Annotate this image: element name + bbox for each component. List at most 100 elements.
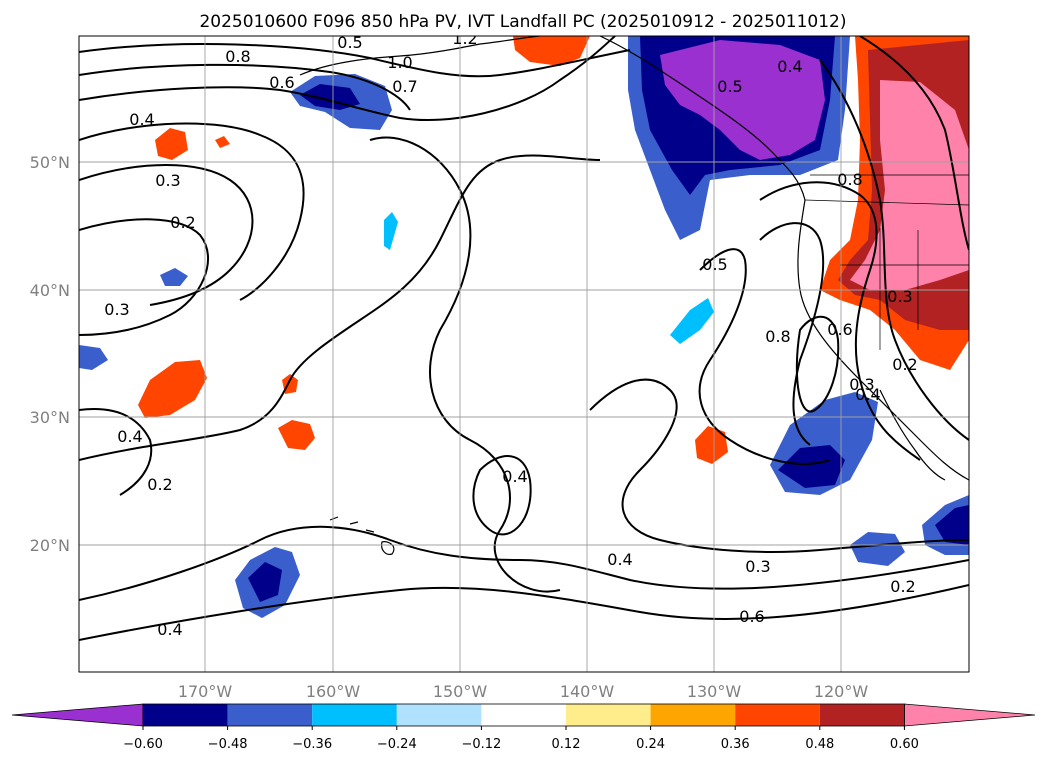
colorbar-tick-label: 0.36 xyxy=(721,737,750,752)
colorbar-tick-label: 0.48 xyxy=(805,737,834,752)
negative-field-subtropics-core xyxy=(248,562,282,602)
contour-label: 0.6 xyxy=(269,73,294,92)
colorbar-extend-min xyxy=(11,703,144,727)
contour-label: 0.4 xyxy=(157,620,182,639)
lon-tick-label: 160°W xyxy=(306,682,361,701)
positive-field-gulf xyxy=(513,36,590,66)
contour-line xyxy=(79,154,601,461)
colorbar-segment xyxy=(481,704,566,726)
map-border xyxy=(78,35,970,673)
negative-field-southeast-core xyxy=(935,505,969,545)
coastline-alaska xyxy=(299,36,541,76)
negative-field-baja-core xyxy=(778,445,845,488)
colorbar-segment xyxy=(819,704,905,726)
contour-line xyxy=(79,408,153,496)
contour-line xyxy=(859,36,969,251)
contour-line xyxy=(79,43,631,78)
contour-label: 1.2 xyxy=(452,29,477,48)
lat-tick-label: 40°N xyxy=(30,281,70,300)
contour-label: 0.4 xyxy=(502,467,527,486)
lat-tick-label: 30°N xyxy=(30,408,70,427)
negative-field-west-edge xyxy=(79,345,108,370)
lon-tick-label: 130°W xyxy=(687,682,742,701)
contour-line xyxy=(698,248,831,465)
contour-label: 0.6 xyxy=(827,320,852,339)
colorbar-segment xyxy=(143,704,228,726)
contour-label: 0.4 xyxy=(117,427,142,446)
hawaii-islands xyxy=(329,516,395,555)
contour-label: 0.5 xyxy=(717,77,742,96)
contour-label: 0.3 xyxy=(887,287,912,306)
contour-label: 0.8 xyxy=(765,327,790,346)
lon-tick-label: 170°W xyxy=(178,682,233,701)
contour-line xyxy=(795,315,840,413)
colorbar-tick-label: 0.24 xyxy=(636,737,665,752)
coastline-west-us xyxy=(797,199,969,481)
contour-labels: 0.80.6 0.70.40.5 1.21.00.30.20.30.40.20.40… xyxy=(104,29,917,639)
colorbar-tick-label: −0.48 xyxy=(208,737,248,752)
contour-line xyxy=(369,136,561,593)
contour-line xyxy=(472,455,532,536)
positive-field-south xyxy=(695,426,728,464)
contour-line xyxy=(759,222,825,446)
negative-field-south-small xyxy=(850,532,905,566)
negative-field-small-a xyxy=(160,268,188,286)
contour-line xyxy=(79,164,254,306)
colorbar-tick-label: −0.12 xyxy=(461,737,501,752)
contour-label: 0.2 xyxy=(890,577,915,596)
positive-field-aleutian xyxy=(155,128,188,160)
colorbar-extend-max xyxy=(904,703,1036,727)
contour-label: 0.5 xyxy=(337,33,362,52)
negative-field-alaska-core xyxy=(300,84,360,110)
colorbar-segment xyxy=(396,704,482,726)
colorbar-tick-label: −0.24 xyxy=(377,737,417,752)
contour-line xyxy=(819,59,969,441)
colorbar-border xyxy=(142,703,905,727)
contour-line xyxy=(79,63,411,111)
lon-tick-label: 120°W xyxy=(814,682,869,701)
colorbar-tick-label: −0.36 xyxy=(292,737,332,752)
contour-label: 0.4 xyxy=(855,385,880,404)
contour-label: 0.8 xyxy=(837,170,862,189)
contour-line xyxy=(79,122,305,301)
colorbar-segment xyxy=(566,704,651,726)
contour-label: 0.3 xyxy=(104,300,129,319)
contour-line xyxy=(79,218,210,336)
colorbar-segment xyxy=(312,704,397,726)
contour-label: 0.2 xyxy=(170,213,195,232)
positive-field-central-pacific xyxy=(138,360,207,418)
coastline-bc xyxy=(599,36,806,201)
contour-label: 1.0 xyxy=(387,53,412,72)
contour-line xyxy=(759,181,921,461)
contour-line xyxy=(79,584,969,641)
negative-field-bc-core xyxy=(660,40,825,160)
negative-field-tiny xyxy=(384,212,398,250)
contour-label: 0.3 xyxy=(849,375,874,394)
colorbar-segment xyxy=(735,704,820,726)
lat-tick-label: 20°N xyxy=(30,536,70,555)
longitude-tick-labels: 170°W 160°W 150°W 140°W 130°W 120°W xyxy=(178,682,869,701)
contour-label: 0.2 xyxy=(147,475,172,494)
contour-line xyxy=(79,525,969,601)
map-frame: 0.80.6 0.70.40.5 1.21.00.30.20.30.40.20.40… xyxy=(78,29,970,673)
state-borders xyxy=(804,174,969,350)
contour-label: 0.3 xyxy=(155,171,180,190)
map-title: 2025010600 F096 850 hPa PV, IVT Landfall… xyxy=(199,12,846,32)
coastline-baja xyxy=(879,389,946,481)
colorbar-segment xyxy=(650,704,736,726)
contour-label: 0.4 xyxy=(607,550,632,569)
lon-tick-label: 140°W xyxy=(560,682,615,701)
gridlines xyxy=(79,36,969,672)
coastlines xyxy=(299,36,969,555)
contour-label: 0.4 xyxy=(777,57,802,76)
contour-label: 0.5 xyxy=(702,255,727,274)
colorbar-tick-label: 0.60 xyxy=(890,737,919,752)
contour-label: 0.7 xyxy=(392,77,417,96)
negative-field-small-b xyxy=(670,298,714,344)
lon-tick-label: 150°W xyxy=(433,682,488,701)
colorbar-tick-label: −0.60 xyxy=(123,737,163,752)
pv-contours xyxy=(79,36,969,641)
contour-label: 0.3 xyxy=(745,557,770,576)
positive-field-small-b xyxy=(278,420,315,450)
